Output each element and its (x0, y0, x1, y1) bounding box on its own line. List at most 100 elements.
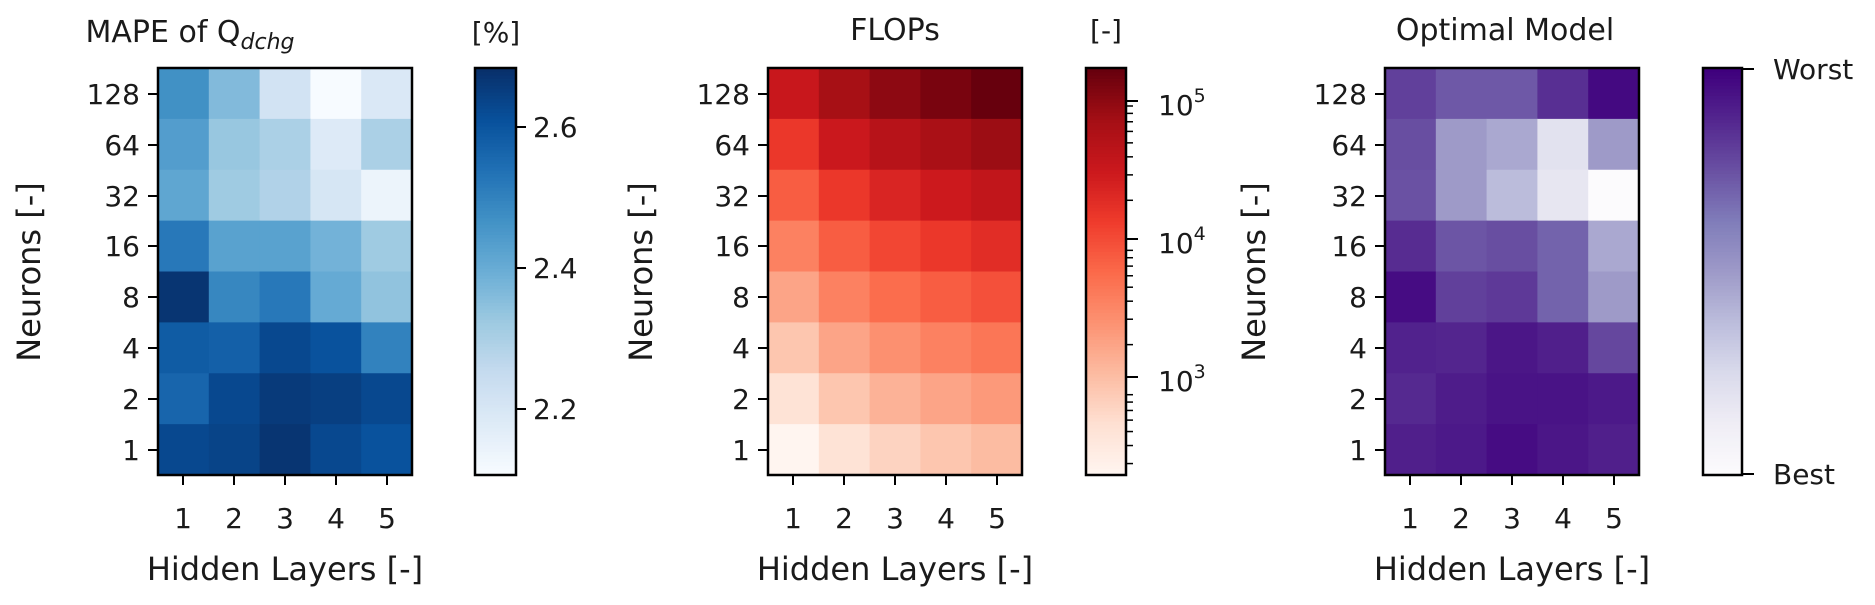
colorbar-strip (1703, 261, 1742, 266)
colorbar-strip (475, 390, 516, 395)
colorbar-strip (1703, 305, 1742, 310)
colorbar-strip (475, 451, 516, 456)
colorbar-strip (1086, 359, 1126, 364)
colorbar-strip (1703, 329, 1742, 334)
colorbar-strip (1703, 234, 1742, 239)
flops-x-ticks: 1 2 3 4 5 (784, 475, 1006, 535)
colorbar-strip (1703, 451, 1742, 456)
colorbar-strip (475, 274, 516, 280)
colorbar-strip (1703, 115, 1742, 120)
colorbar-strip (475, 349, 516, 354)
colorbar-strip (1086, 390, 1126, 395)
flops-y-tick-16: 16 (714, 230, 750, 263)
colorbar-strip (1086, 366, 1126, 371)
colorbar-strip (475, 142, 516, 147)
colorbar-strip (475, 217, 516, 222)
colorbar-strip (475, 346, 516, 351)
optimal-y-tick-32: 32 (1331, 180, 1367, 213)
colorbar-strip (475, 115, 516, 120)
colorbar-strip (1086, 261, 1126, 266)
optimal-x-tick-3: 3 (1503, 502, 1521, 535)
colorbar-strip (1086, 135, 1126, 141)
colorbar-strip (1703, 135, 1742, 141)
optimal-x-ticks: 1 2 3 4 5 (1401, 475, 1623, 535)
mape-heatmap-cells (158, 68, 413, 476)
heatmap-cell (971, 271, 1023, 323)
colorbar-strip (475, 461, 516, 466)
heatmap-cell (1385, 220, 1437, 273)
mape-x-ticks: 1 2 3 4 5 (174, 475, 396, 535)
colorbar-strip (1086, 373, 1126, 378)
colorbar-strip (1086, 295, 1126, 300)
optimal-colorbar-strips (1703, 68, 1742, 476)
heatmap-cell (310, 169, 362, 222)
colorbar-strip (475, 369, 516, 375)
colorbar-strip (475, 132, 516, 137)
heatmap-cell (920, 424, 972, 476)
flops-y-tick-2: 2 (732, 383, 750, 416)
colorbar-strip (1086, 129, 1126, 134)
colorbar-strip (1703, 468, 1742, 473)
colorbar-strip (1086, 352, 1126, 358)
colorbar-strip (1086, 118, 1126, 124)
colorbar-strip (475, 363, 516, 368)
colorbar-strip (475, 454, 516, 459)
heatmap-cell (208, 118, 261, 171)
colorbar-strip (1703, 203, 1742, 208)
colorbar-strip (1703, 173, 1742, 178)
colorbar-strip (475, 71, 516, 76)
heatmap-cell (158, 373, 210, 425)
flops-x-tick-1: 1 (784, 502, 802, 535)
colorbar-strip (1086, 427, 1126, 432)
heatmap-cell (310, 220, 362, 273)
colorbar-strip (475, 430, 516, 436)
colorbar-strip (475, 278, 516, 283)
heatmap-cell (208, 169, 261, 222)
colorbar-strip (475, 162, 516, 168)
colorbar-strip (1703, 339, 1742, 344)
colorbar-strip (1703, 407, 1742, 412)
colorbar-strip (475, 129, 516, 134)
colorbar-strip (1703, 369, 1742, 375)
colorbar-strip (475, 396, 516, 402)
heatmap-cell (869, 424, 921, 476)
flops-y-tick-8: 8 (732, 281, 750, 314)
colorbar-strip (1703, 437, 1742, 442)
heatmap-cell (1486, 169, 1538, 222)
colorbar-strip (1086, 169, 1126, 174)
colorbar-strip (1086, 451, 1126, 456)
colorbar-strip (1086, 332, 1126, 337)
colorbar-strip (1703, 454, 1742, 459)
colorbar-strip (1086, 376, 1126, 381)
heatmap-cell (208, 68, 261, 120)
colorbar-strip (1086, 207, 1126, 212)
optimal-y-tick-4: 4 (1349, 332, 1367, 365)
colorbar-strip (475, 305, 516, 310)
colorbar-strip (475, 179, 516, 185)
colorbar-strip (1086, 200, 1126, 205)
heatmap-cell (869, 68, 921, 120)
colorbar-strip (1703, 386, 1742, 392)
colorbar-strip (1703, 179, 1742, 185)
colorbar-strip (1086, 234, 1126, 239)
colorbar-strip (1703, 129, 1742, 134)
colorbar-strip (1086, 98, 1126, 103)
colorbar-strip (1703, 291, 1742, 297)
colorbar-strip (1086, 308, 1126, 313)
flops-x-tick-3: 3 (886, 502, 904, 535)
flops-xlabel: Hidden Layers [-] (757, 550, 1033, 588)
colorbar-strip (1086, 380, 1126, 385)
heatmap-cell (1435, 118, 1488, 171)
colorbar-strip (475, 298, 516, 303)
heatmap-cell (1385, 169, 1437, 222)
colorbar-strip (475, 441, 516, 446)
flops-y-tick-32: 32 (714, 180, 750, 213)
heatmap-cell (818, 118, 871, 171)
heatmap-cell (158, 118, 210, 171)
heatmap-cell (818, 322, 871, 374)
colorbar-strip (475, 98, 516, 103)
colorbar-strip (1703, 162, 1742, 168)
colorbar-strip (1086, 271, 1126, 276)
colorbar-strip (1703, 315, 1742, 320)
colorbar-strip (1703, 193, 1742, 198)
